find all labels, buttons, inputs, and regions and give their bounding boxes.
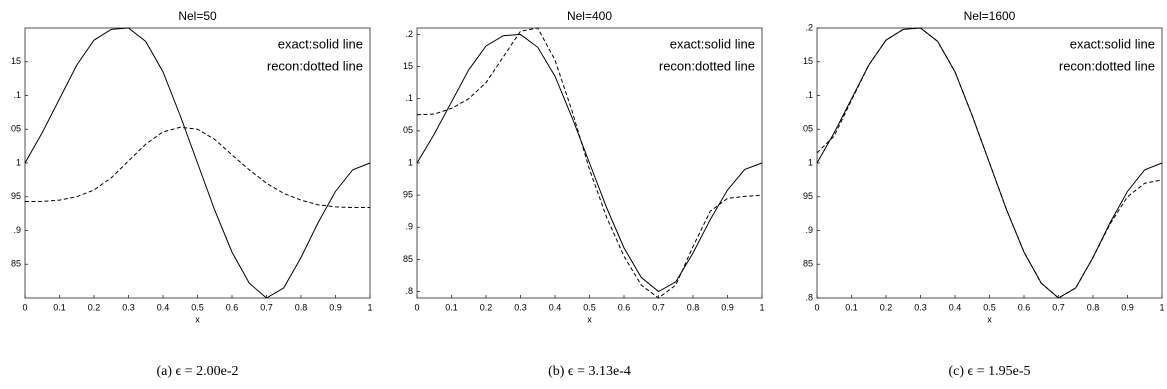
x-tick-label: 0	[414, 302, 419, 312]
x-tick-label: 0	[22, 302, 27, 312]
x-tick-label: 1	[1159, 302, 1164, 312]
y-tick-label: 15	[11, 56, 21, 66]
x-tick-label: 0	[814, 302, 819, 312]
series-line	[416, 33, 763, 293]
y-tick-label: .9	[13, 225, 21, 235]
caption: (a) ϵ = 2.00e-2	[157, 364, 239, 379]
x-tick-label: 0.9	[329, 302, 342, 312]
y-tick-label: .2	[805, 22, 813, 32]
y-tick-label: 05	[403, 125, 413, 135]
y-tick-label: .1	[13, 90, 21, 100]
x-axis-label: x	[587, 314, 592, 324]
annotation: exact:solid line	[670, 36, 755, 51]
y-tick-label: 05	[11, 124, 21, 134]
y-tick-label: 1	[408, 157, 413, 167]
x-tick-label: 0.6	[618, 302, 631, 312]
x-tick-label: 1	[759, 302, 764, 312]
chart-title: Nel=1600	[964, 9, 1016, 23]
y-tick-label: 15	[403, 61, 413, 71]
x-tick-label: 0.1	[53, 302, 66, 312]
x-tick-label: 0.5	[191, 302, 204, 312]
x-axis-label: x	[987, 314, 992, 324]
annotation: recon:dotted line	[659, 58, 755, 73]
x-tick-label: 0.9	[1121, 302, 1134, 312]
y-tick-label: 05	[803, 124, 813, 134]
x-axis-label: x	[195, 314, 200, 324]
x-tick-label: 0.1	[445, 302, 458, 312]
annotation: recon:dotted line	[1059, 58, 1155, 73]
x-tick-label: 0.5	[983, 302, 996, 312]
x-tick-label: 0.4	[949, 302, 962, 312]
x-tick-label: 0.3	[514, 302, 527, 312]
y-tick-label: .8	[405, 286, 413, 296]
x-tick-label: 0.8	[1087, 302, 1100, 312]
y-tick-label: 85	[803, 259, 813, 269]
series-line	[25, 126, 370, 209]
x-tick-label: 0.1	[845, 302, 858, 312]
y-tick-label: 15	[803, 56, 813, 66]
x-tick-label: 0.7	[1052, 302, 1065, 312]
y-tick-label: 1	[808, 157, 813, 167]
y-tick-label: .8	[805, 292, 813, 302]
x-tick-label: 0.8	[295, 302, 308, 312]
y-tick-label: 95	[11, 191, 21, 201]
y-tick-label: 95	[803, 191, 813, 201]
x-tick-label: 0.2	[480, 302, 493, 312]
y-tick-label: .9	[805, 225, 813, 235]
x-tick-label: 0.7	[260, 302, 273, 312]
annotation: recon:dotted line	[267, 58, 363, 73]
x-tick-label: 0.2	[880, 302, 893, 312]
x-tick-label: 0.7	[652, 302, 665, 312]
x-tick-label: 0.6	[1018, 302, 1031, 312]
x-tick-label: 0.9	[721, 302, 734, 312]
x-tick-label: 0.4	[157, 302, 170, 312]
x-tick-label: 0.4	[549, 302, 562, 312]
y-tick-label: 1	[16, 157, 21, 167]
x-tick-label: 0.3	[122, 302, 135, 312]
x-tick-label: 0.8	[687, 302, 700, 312]
x-tick-label: 0.6	[226, 302, 239, 312]
series-line	[24, 27, 371, 299]
x-tick-label: 1	[367, 302, 372, 312]
series-line	[816, 27, 1163, 299]
series-line	[416, 27, 763, 299]
annotation: exact:solid line	[278, 36, 363, 51]
chart-title: Nel=50	[178, 9, 217, 23]
caption: (c) ϵ = 1.95e-5	[949, 364, 1031, 379]
y-tick-label: 85	[403, 254, 413, 264]
y-tick-label: .1	[805, 90, 813, 100]
y-tick-label: 85	[11, 259, 21, 269]
x-tick-label: 0.3	[914, 302, 927, 312]
y-tick-label: .2	[405, 29, 413, 39]
caption: (b) ϵ = 3.13e-4	[548, 364, 631, 379]
chart-title: Nel=400	[567, 9, 612, 23]
y-tick-label: .1	[405, 93, 413, 103]
y-tick-label: 95	[403, 190, 413, 200]
y-tick-label: .9	[405, 222, 413, 232]
x-tick-label: 0.2	[88, 302, 101, 312]
annotation: exact:solid line	[1070, 36, 1155, 51]
x-tick-label: 0.5	[583, 302, 596, 312]
